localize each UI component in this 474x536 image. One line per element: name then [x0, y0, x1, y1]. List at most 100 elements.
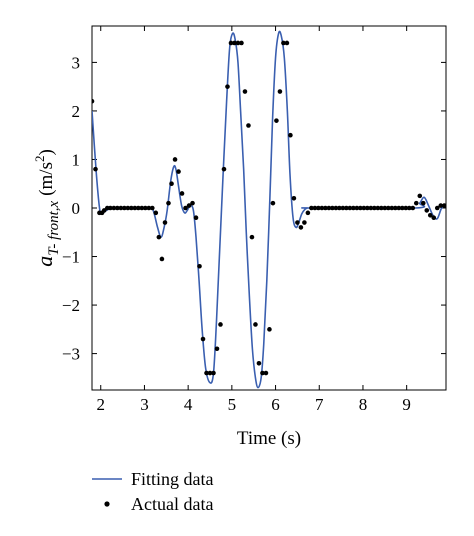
- actual-data-point: [139, 205, 145, 211]
- legend-actual-label: Actual data: [131, 494, 213, 514]
- actual-data-point: [399, 205, 405, 211]
- x-tick-label: 6: [271, 395, 280, 414]
- actual-data-point: [270, 200, 276, 206]
- actual-data-point: [354, 205, 360, 211]
- actual-data-point: [249, 234, 255, 240]
- actual-data-point: [125, 205, 131, 211]
- actual-data-point: [115, 205, 120, 211]
- actual-data-point: [235, 40, 241, 46]
- actual-data-point: [118, 205, 124, 211]
- actual-data-point: [211, 370, 216, 376]
- x-tick-label: 4: [184, 395, 193, 414]
- actual-data-point: [386, 205, 391, 211]
- x-axis-label: Time (s): [237, 428, 301, 449]
- actual-data-point: [256, 361, 262, 366]
- actual-data-point: [277, 89, 283, 94]
- x-tick-label: 5: [228, 395, 237, 414]
- actual-data-point: [326, 205, 332, 211]
- actual-data-point: [302, 220, 307, 225]
- actual-data-point: [361, 205, 367, 211]
- actual-data-point: [365, 205, 370, 211]
- actual-data-point: [267, 327, 272, 332]
- actual-data-point: [288, 132, 293, 138]
- actual-data-point: [156, 234, 162, 240]
- y-tick-label: 1: [72, 150, 81, 169]
- actual-data-point: [214, 346, 220, 352]
- actual-data-point: [92, 98, 95, 104]
- actual-data-point: [228, 40, 234, 46]
- actual-data-point: [431, 215, 437, 221]
- actual-data-point: [159, 256, 165, 262]
- actual-data-point: [183, 205, 188, 211]
- actual-data-point: [337, 205, 342, 211]
- actual-data-point: [333, 205, 339, 211]
- actual-data-point: [153, 210, 159, 216]
- actual-data-point: [358, 205, 363, 211]
- actual-data-point: [242, 89, 248, 94]
- actual-data-point: [420, 200, 426, 206]
- actual-data-point: [197, 263, 202, 269]
- actual-data-point: [427, 212, 433, 218]
- actual-data-point: [162, 220, 168, 225]
- actual-data-point: [396, 205, 402, 211]
- actual-data-point: [172, 157, 178, 162]
- legend-actual-marker: [104, 501, 110, 507]
- actual-data-point: [190, 200, 195, 206]
- actual-data-point: [389, 205, 395, 211]
- actual-data-point: [406, 205, 412, 211]
- actual-data-point: [129, 205, 134, 211]
- y-tick-label: −1: [62, 248, 80, 267]
- x-tick-label: 7: [315, 395, 324, 414]
- actual-data-point: [372, 205, 377, 211]
- y-axis-label: aT- front,x (m/s2): [32, 149, 62, 267]
- actual-data-point: [382, 205, 388, 211]
- actual-data-point: [323, 205, 328, 211]
- actual-data-point: [111, 205, 117, 211]
- axis-ticks: [92, 26, 446, 390]
- y-axis-label-base: a: [32, 256, 57, 267]
- actual-data-point: [434, 205, 440, 211]
- actual-data-point: [132, 205, 138, 211]
- actual-data-point: [204, 370, 209, 376]
- actual-data-point: [186, 203, 192, 208]
- actual-data-point: [246, 123, 251, 128]
- actual-data-point: [344, 205, 349, 211]
- actual-data-point: [150, 205, 155, 211]
- actual-data-point: [305, 210, 311, 216]
- actual-data-point: [122, 205, 127, 211]
- actual-data-point: [441, 203, 446, 208]
- actual-data-point: [375, 205, 381, 211]
- actual-data-point: [319, 205, 325, 211]
- actual-data-point: [330, 205, 335, 211]
- actual-data-point: [281, 40, 286, 46]
- actual-data-point: [93, 166, 98, 172]
- actual-data-point: [393, 205, 398, 211]
- actual-data-point: [340, 205, 346, 211]
- actual-data-point: [166, 200, 171, 206]
- y-tick-label: −2: [62, 296, 80, 315]
- actual-data-point: [221, 166, 227, 172]
- actual-data-point: [351, 205, 356, 211]
- y-tick-label: 2: [72, 102, 81, 121]
- actual-data-point: [295, 220, 300, 225]
- x-tick-label: 3: [140, 395, 149, 414]
- actual-data-point: [413, 200, 419, 206]
- x-tick-label: 2: [96, 395, 105, 414]
- actual-data-point: [424, 208, 430, 213]
- actual-data-point: [263, 370, 269, 376]
- legend-fitting-label: Fitting data: [131, 469, 214, 489]
- actual-data-point: [218, 322, 223, 327]
- y-axis-label-unit: (m/s: [36, 162, 57, 196]
- y-axis-label-unit-close: ): [36, 149, 57, 155]
- actual-data-point: [298, 225, 304, 230]
- y-tick-label: 0: [72, 199, 81, 218]
- actual-data-point: [410, 205, 416, 211]
- actual-data-point: [179, 191, 185, 196]
- actual-data-point: [312, 205, 318, 211]
- actual-data-point: [379, 205, 384, 211]
- actual-data-point: [291, 195, 297, 201]
- x-tick-label: 8: [359, 395, 368, 414]
- actual-data-point: [207, 370, 213, 376]
- actual-data-point: [146, 205, 152, 211]
- actual-data-point: [253, 322, 258, 327]
